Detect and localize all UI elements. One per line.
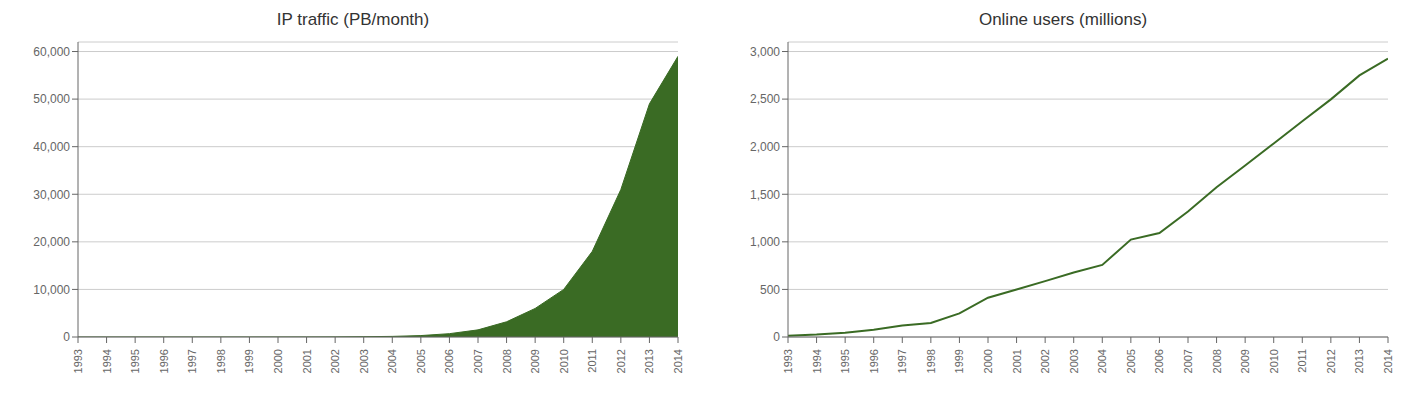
- svg-text:2008: 2008: [1211, 349, 1223, 373]
- svg-text:2002: 2002: [329, 349, 341, 373]
- svg-text:1995: 1995: [839, 349, 851, 373]
- svg-text:2002: 2002: [1039, 349, 1051, 373]
- svg-text:30,000: 30,000: [33, 188, 70, 202]
- svg-text:2009: 2009: [1239, 349, 1251, 373]
- svg-text:1999: 1999: [243, 349, 255, 373]
- svg-text:500: 500: [760, 283, 780, 297]
- svg-text:1998: 1998: [925, 349, 937, 373]
- html-text:Online users (millions): Online users (millions): [978, 10, 1148, 29]
- svg-text:2,500: 2,500: [750, 92, 780, 106]
- svg-text:2011: 2011: [586, 349, 598, 373]
- svg-text:2009: 2009: [529, 349, 541, 373]
- svg-text:1994: 1994: [101, 349, 113, 373]
- svg-text:2004: 2004: [1096, 349, 1108, 373]
- svg-text:10,000: 10,000: [33, 283, 70, 297]
- svg-text:1996: 1996: [868, 349, 880, 373]
- svg-text:2010: 2010: [1268, 349, 1280, 373]
- svg-text:1997: 1997: [186, 349, 198, 373]
- svg-text:2014: 2014: [1382, 349, 1394, 373]
- svg-text:1999: 1999: [953, 349, 965, 373]
- svg-text:2014: 2014: [672, 349, 684, 373]
- svg-text:20,000: 20,000: [33, 235, 70, 249]
- svg-text:2,000: 2,000: [750, 140, 780, 154]
- svg-text:1996: 1996: [158, 349, 170, 373]
- svg-text:2003: 2003: [1068, 349, 1080, 373]
- svg-text:1993: 1993: [72, 349, 84, 373]
- svg-text:2005: 2005: [1125, 349, 1137, 373]
- svg-text:2011: 2011: [1296, 349, 1308, 373]
- svg-text:2012: 2012: [1325, 349, 1337, 373]
- svg-text:2007: 2007: [1182, 349, 1194, 373]
- svg-text:2005: 2005: [415, 349, 427, 373]
- svg-text:2003: 2003: [358, 349, 370, 373]
- svg-text:1998: 1998: [215, 349, 227, 373]
- svg-text:2000: 2000: [982, 349, 994, 373]
- svg-text:1,000: 1,000: [750, 235, 780, 249]
- svg-text:60,000: 60,000: [33, 45, 70, 59]
- svg-text:2007: 2007: [472, 349, 484, 373]
- html-text:IP traffic (PB/month): IP traffic (PB/month): [276, 10, 430, 29]
- svg-text:2010: 2010: [558, 349, 570, 373]
- svg-text:2000: 2000: [272, 349, 284, 373]
- svg-text:2006: 2006: [443, 349, 455, 373]
- svg-text:2013: 2013: [1353, 349, 1365, 373]
- svg-text:40,000: 40,000: [33, 140, 70, 154]
- svg-text:1995: 1995: [129, 349, 141, 373]
- svg-text:2008: 2008: [501, 349, 513, 373]
- svg-text:2001: 2001: [301, 349, 313, 373]
- svg-text:1997: 1997: [896, 349, 908, 373]
- svg-text:2013: 2013: [643, 349, 655, 373]
- svg-text:2012: 2012: [615, 349, 627, 373]
- svg-text:0: 0: [773, 330, 780, 344]
- svg-text:1994: 1994: [811, 349, 823, 373]
- svg-text:2004: 2004: [386, 349, 398, 373]
- svg-text:1993: 1993: [782, 349, 794, 373]
- svg-text:2006: 2006: [1153, 349, 1165, 373]
- svg-text:2001: 2001: [1011, 349, 1023, 373]
- svg-text:3,000: 3,000: [750, 45, 780, 59]
- svg-text:1,500: 1,500: [750, 188, 780, 202]
- svg-text:50,000: 50,000: [33, 92, 70, 106]
- svg-text:0: 0: [63, 330, 70, 344]
